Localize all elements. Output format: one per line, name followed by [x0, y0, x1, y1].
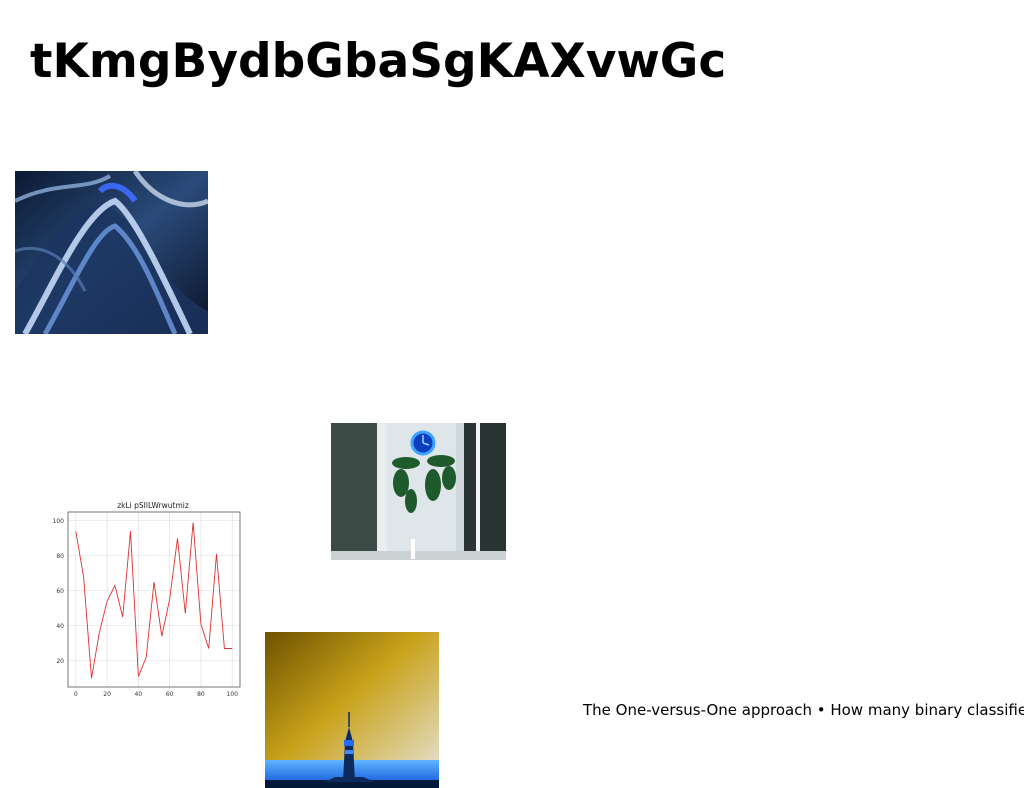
y-tick-label: 40	[56, 623, 64, 630]
tower-skyline-image	[265, 632, 439, 788]
y-tick-label: 100	[53, 518, 65, 525]
x-tick-label: 20	[103, 691, 111, 698]
y-tick-label: 20	[56, 658, 64, 665]
y-tick-label: 60	[56, 588, 64, 595]
x-tick-label: 40	[135, 691, 143, 698]
x-tick-label: 60	[166, 691, 174, 698]
series-line	[75, 522, 233, 679]
x-tick-label: 0	[74, 691, 78, 698]
line-chart: zkLi pSIlLWrwutmiz 20 40 60 80 100 0 20 40 60 80…	[40, 495, 250, 707]
y-tick-label: 80	[56, 553, 64, 560]
chart-title: zkLi pSIlLWrwutmiz	[117, 501, 189, 510]
x-tick-label: 80	[197, 691, 205, 698]
x-tick-label: 100	[226, 691, 238, 698]
window-plant-image	[331, 423, 506, 560]
chart-frame	[67, 511, 241, 688]
caption-text: The One-versus-One approach • How many b…	[583, 701, 1024, 719]
page-title: tKmgBydbGbaSgKAXvwGc	[30, 34, 727, 89]
abstract-metallic-image	[15, 171, 208, 334]
